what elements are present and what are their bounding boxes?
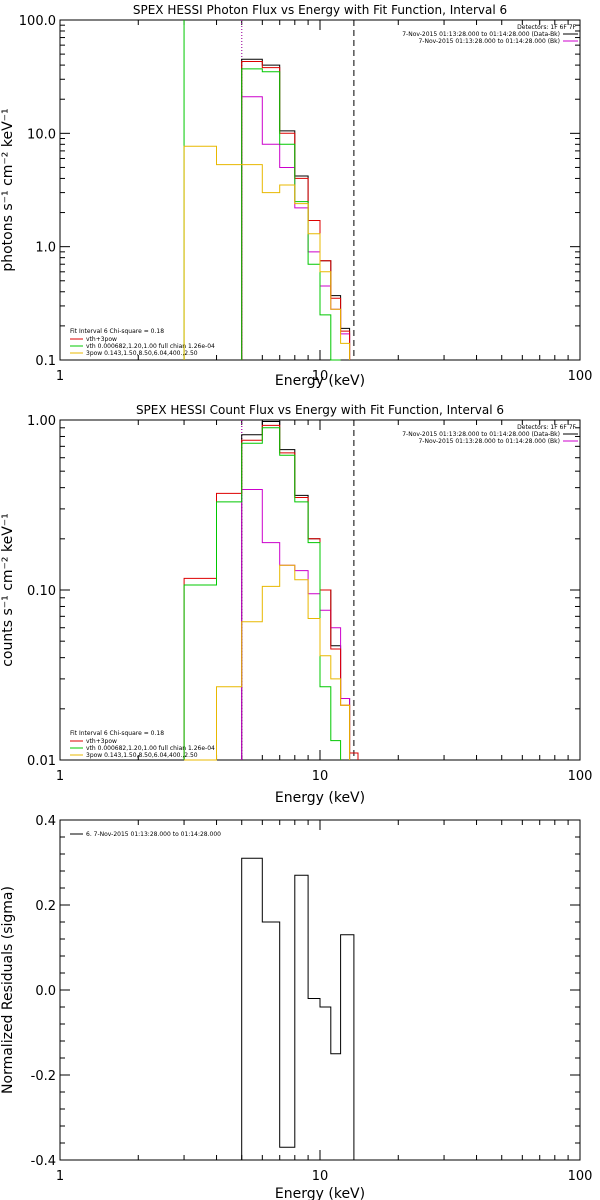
fit-legend-total: vth+3pow — [86, 336, 117, 343]
legend-entry: 6. 7-Nov-2015 01:13:28.000 to 01:14:28.0… — [86, 831, 221, 838]
panel-title: SPEX HESSI Photon Flux vs Energy with Fi… — [133, 3, 507, 17]
x-tick-label: 1 — [56, 369, 64, 384]
y-tick-label: 0.1 — [35, 354, 56, 369]
x-tick-label: 1 — [56, 1169, 64, 1184]
header-data-bk: 7-Nov-2015 01:13:28.000 to 01:14:28.000 … — [402, 431, 560, 438]
series-6-7-nov-2015-01-13-28-000-to-01-14-28-000 — [241, 857, 355, 1160]
fit-legend-title: Fit Interval 6 Chi-square = 0.18 — [70, 730, 164, 737]
series-data-bk — [241, 421, 351, 760]
fit-legend-vth: vth 0.000682,1.20,1.00 full chian 1.26e-… — [86, 745, 215, 752]
x-tick-label: 100 — [568, 369, 593, 384]
y-tick-label: 1.00 — [27, 414, 56, 429]
series-3pow — [184, 564, 351, 761]
header-bk: 7-Nov-2015 01:13:28.000 to 01:14:28.000 … — [418, 438, 560, 445]
header-data-bk: 7-Nov-2015 01:13:28.000 to 01:14:28.000 … — [402, 31, 560, 38]
y-tick-label: 0.0 — [35, 984, 56, 999]
fit-legend-total: vth+3pow — [86, 738, 117, 745]
series-bk — [241, 489, 351, 760]
x-tick-label: 10 — [312, 769, 329, 784]
plot-frame — [59, 819, 581, 1161]
x-tick-label: 1 — [56, 769, 64, 784]
x-axis-label: Energy (keV) — [275, 1186, 365, 1200]
photon-flux-panel: SPEX HESSI Photon Flux vs Energy with Fi… — [0, 3, 592, 389]
x-axis-label: Energy (keV) — [275, 790, 365, 806]
x-tick-label: 10 — [312, 1169, 329, 1184]
x-axis-label: Energy (keV) — [275, 373, 365, 389]
fit-legend-3pow: 3pow 0.143,1.50,8.50,6.04,400.,2.50 — [86, 752, 198, 759]
y-tick-label: 0.2 — [35, 899, 56, 914]
y-tick-label: 0.4 — [35, 814, 56, 829]
x-tick-label: 10 — [312, 369, 329, 384]
series-vth — [241, 68, 341, 361]
detectors-label: Detectors: 1F 6F 7F — [517, 424, 576, 431]
y-tick-label: -0.2 — [31, 1069, 56, 1084]
series-data-bk — [241, 58, 351, 360]
residuals-panel: Energy (keV) Normalized Residuals (sigma… — [0, 814, 592, 1200]
y-tick-label: 100.0 — [19, 14, 56, 29]
x-tick-label: 100 — [568, 769, 593, 784]
y-tick-label: 0.10 — [27, 584, 56, 599]
y-tick-label: 1.0 — [35, 241, 56, 256]
series-vth-3pow — [241, 61, 351, 360]
y-axis-label: counts s⁻¹ cm⁻² keV⁻¹ — [0, 513, 16, 667]
y-axis-label: Normalized Residuals (sigma) — [0, 886, 16, 1094]
series-bk — [241, 96, 351, 360]
y-tick-label: 10.0 — [27, 127, 56, 142]
series-vth-3pow — [183, 424, 359, 760]
y-tick-label: 0.01 — [27, 754, 56, 769]
series-3pow — [183, 145, 351, 360]
detectors-label: Detectors: 1F 6F 7F — [517, 24, 576, 31]
count-flux-panel: SPEX HESSI Count Flux vs Energy with Fit… — [0, 403, 592, 806]
series-vth — [183, 427, 342, 760]
y-tick-label: -0.4 — [31, 1154, 56, 1169]
fit-legend-vth: vth 0.000682,1.20,1.00 full chian 1.26e-… — [86, 343, 215, 350]
panel-title: SPEX HESSI Count Flux vs Energy with Fit… — [136, 403, 504, 417]
header-bk: 7-Nov-2015 01:13:28.000 to 01:14:28.000 … — [418, 38, 560, 45]
y-axis-label: photons s⁻¹ cm⁻² keV⁻¹ — [0, 108, 16, 271]
fit-legend-title: Fit Interval 6 Chi-square = 0.18 — [70, 328, 164, 335]
x-tick-label: 100 — [568, 1169, 593, 1184]
fit-legend-3pow: 3pow 0.143,1.50,8.50,6.04,400.,2.50 — [86, 350, 198, 357]
